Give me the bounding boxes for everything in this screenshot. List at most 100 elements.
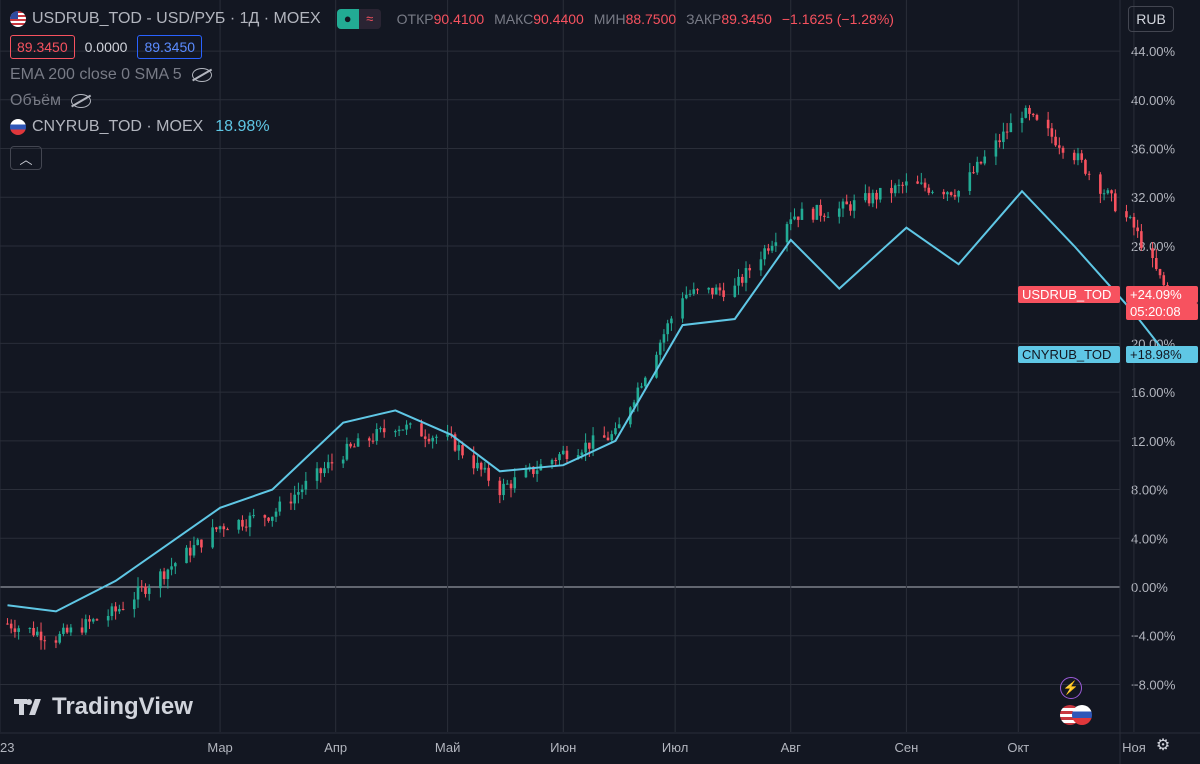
candle-body [241, 519, 244, 527]
candle-body [1005, 131, 1009, 133]
candle-body [733, 285, 737, 297]
x-tick-label: Мар [207, 740, 232, 755]
high-value: 90.4400 [533, 11, 584, 27]
candle-body [1076, 153, 1080, 161]
compare-change: 18.98% [215, 118, 270, 135]
candle-body [39, 631, 43, 641]
chart-legend: USDRUB_TOD - USD/РУБ · 1Д · MOEX ● ≈ ОТК… [10, 6, 900, 170]
low-value: 88.7500 [625, 11, 677, 27]
spread-value: 0.0000 [84, 39, 128, 55]
candle-body [1028, 107, 1031, 114]
candle-body [375, 429, 379, 441]
candle-body [535, 470, 539, 474]
candle-body [215, 527, 218, 530]
candle-body [796, 216, 800, 220]
candle-body [427, 438, 431, 442]
candle-body [330, 462, 334, 464]
candle-body [901, 184, 904, 186]
candle-body [185, 547, 188, 564]
candle-body [1061, 147, 1065, 153]
chevron-up-icon[interactable]: ︿ [10, 146, 42, 170]
candle-body [326, 462, 330, 469]
ask-box[interactable]: 89.3450 [137, 35, 203, 59]
candle-body [871, 192, 875, 204]
symbol-title[interactable]: USDRUB_TOD - USD/РУБ · 1Д · MOEX [32, 10, 321, 27]
candle-body [498, 480, 502, 496]
candle-body [1031, 113, 1035, 115]
candle-body [382, 428, 386, 433]
candle-body [80, 627, 84, 633]
candle-body [65, 627, 69, 633]
candle-body [446, 434, 449, 437]
candle-body [1162, 275, 1166, 286]
candle-body [957, 190, 960, 197]
candle-body [897, 184, 901, 186]
candle-body [524, 469, 528, 478]
candle-body [159, 571, 162, 589]
candle-body [923, 182, 927, 188]
compare-symbol: CNYRUB_TOD · MOEX [32, 118, 204, 135]
candle-body [696, 289, 699, 291]
candle-body [435, 436, 438, 438]
candle-body [946, 192, 949, 195]
x-tick-label: Апр [324, 740, 347, 755]
candle-body [655, 354, 658, 378]
candle-body [1106, 190, 1110, 194]
candle-body [890, 187, 893, 194]
candle-body [905, 181, 908, 186]
candle-body [774, 242, 778, 246]
candle-body [17, 628, 20, 632]
candle-body [237, 519, 241, 530]
candle-body [591, 435, 595, 449]
candle-body [852, 200, 856, 211]
candle-body [267, 517, 270, 521]
candle-body [1155, 258, 1158, 270]
candle-body [192, 545, 196, 556]
compare-row[interactable]: CNYRUB_TOD · MOEX 18.98% [10, 114, 900, 140]
candle-body [1072, 152, 1076, 161]
symbol-row[interactable]: USDRUB_TOD - USD/РУБ · 1Д · MOEX ● ≈ ОТК… [10, 6, 900, 32]
candle-body [6, 623, 9, 625]
candle-body [658, 342, 662, 355]
x-tick-label: Июл [662, 740, 688, 755]
candle-body [666, 323, 669, 335]
candle-body [95, 619, 99, 621]
settings-icon[interactable]: ⚙ [1155, 737, 1171, 754]
eye-off-icon[interactable] [70, 94, 91, 108]
eye-off-icon[interactable] [191, 68, 212, 82]
market-status-pill[interactable]: ● ≈ [336, 9, 381, 29]
candle-body [748, 268, 752, 271]
candle-body [423, 436, 427, 439]
market-open-icon: ● [336, 9, 359, 29]
indicator-row-volume[interactable]: Объём [10, 88, 900, 114]
lightning-icon[interactable]: ⚡ [1060, 677, 1082, 699]
candle-body [744, 268, 748, 283]
candle-body [688, 293, 692, 295]
indicator-ema-label: EMA 200 close 0 SMA 5 [10, 66, 182, 83]
candle-body [867, 193, 871, 204]
candle-body [610, 434, 614, 441]
candle-body [293, 494, 296, 504]
candle-body [1113, 193, 1117, 212]
y-tick-label: 0.00% [1131, 580, 1168, 595]
candle-body [110, 606, 114, 616]
indicator-row-ema[interactable]: EMA 200 close 0 SMA 5 [10, 62, 900, 88]
candle-body [222, 526, 226, 530]
candle-body [789, 219, 793, 225]
brand-name: TradingView [52, 693, 193, 720]
bid-box[interactable]: 89.3450 [10, 35, 75, 59]
candle-body [84, 619, 88, 633]
candle-body [670, 318, 673, 324]
y-tick-label: 44.00% [1131, 44, 1176, 59]
currency-button[interactable]: RUB [1128, 6, 1174, 32]
candle-body [304, 480, 308, 490]
candle-body [920, 182, 923, 184]
x-tick-label: Сен [894, 740, 918, 755]
candle-body [353, 446, 356, 448]
ru-flag-icon[interactable] [1072, 705, 1092, 725]
indicator-volume-label: Объём [10, 92, 61, 109]
candle-body [140, 586, 144, 588]
candle-body [554, 460, 558, 462]
candle-body [718, 287, 722, 291]
